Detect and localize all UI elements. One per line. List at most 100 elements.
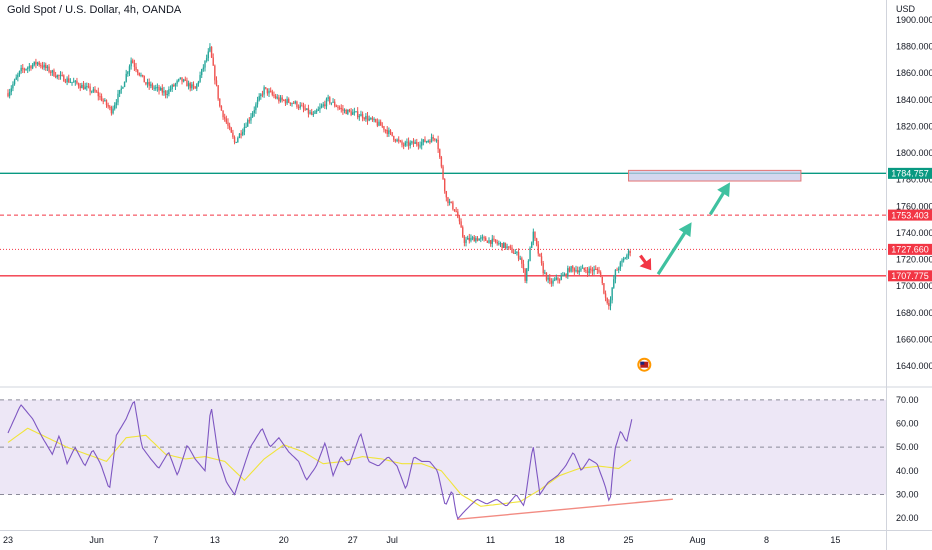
candle-body[interactable]: [375, 119, 377, 122]
candle-body[interactable]: [532, 231, 535, 243]
candle-body[interactable]: [327, 97, 329, 99]
candle-body[interactable]: [53, 70, 55, 77]
candle-body[interactable]: [544, 272, 546, 274]
candle-body[interactable]: [521, 258, 523, 264]
candle-body[interactable]: [466, 237, 469, 240]
candle-body[interactable]: [503, 242, 505, 248]
candle-body[interactable]: [20, 67, 22, 72]
candle-body[interactable]: [371, 117, 374, 120]
candle-body[interactable]: [182, 79, 185, 82]
candle-body[interactable]: [596, 268, 599, 270]
candle-body[interactable]: [471, 237, 474, 239]
candle-body[interactable]: [406, 141, 408, 143]
candle-body[interactable]: [476, 238, 479, 241]
candle-body[interactable]: [626, 255, 628, 259]
candle-body[interactable]: [71, 81, 73, 83]
candle-body[interactable]: [430, 137, 433, 143]
candle-body[interactable]: [311, 112, 313, 115]
rsi-divergence-line[interactable]: [457, 498, 673, 521]
candle-body[interactable]: [483, 237, 485, 239]
candle-body[interactable]: [82, 84, 85, 90]
candle-body[interactable]: [255, 104, 257, 111]
candle-body[interactable]: [143, 75, 145, 83]
candle-body[interactable]: [59, 74, 62, 76]
candle-body[interactable]: [416, 142, 418, 145]
candle-body[interactable]: [524, 269, 526, 281]
candle-body[interactable]: [230, 127, 232, 133]
candle-body[interactable]: [31, 64, 34, 69]
candle-body[interactable]: [322, 104, 324, 106]
candle-body[interactable]: [343, 110, 346, 112]
candle-body[interactable]: [609, 300, 612, 307]
candle-body[interactable]: [342, 108, 344, 111]
candle-body[interactable]: [616, 269, 618, 271]
candle-body[interactable]: [421, 142, 423, 146]
candle-body[interactable]: [107, 105, 109, 107]
candle-body[interactable]: [618, 268, 620, 270]
target-zone[interactable]: [628, 169, 802, 182]
candle-body[interactable]: [585, 270, 587, 272]
candle-body[interactable]: [475, 238, 477, 242]
candle-body[interactable]: [130, 60, 132, 67]
candle-body[interactable]: [442, 166, 444, 180]
candle-body[interactable]: [539, 253, 541, 257]
candle-body[interactable]: [388, 130, 390, 134]
candle-body[interactable]: [284, 100, 287, 104]
candle-body[interactable]: [242, 131, 244, 135]
candle-body[interactable]: [498, 243, 500, 245]
candle-body[interactable]: [325, 98, 328, 107]
candle-body[interactable]: [54, 76, 57, 78]
candle-body[interactable]: [228, 125, 231, 128]
candle-body[interactable]: [265, 87, 267, 89]
candle-body[interactable]: [407, 141, 410, 146]
candle-body[interactable]: [590, 268, 592, 270]
candle-body[interactable]: [425, 141, 428, 143]
candle-body[interactable]: [547, 277, 549, 280]
candle-body[interactable]: [22, 67, 24, 70]
candle-body[interactable]: [132, 60, 134, 64]
candle-body[interactable]: [86, 86, 88, 88]
candle-body[interactable]: [64, 81, 67, 83]
candle-body[interactable]: [214, 65, 216, 81]
candle-body[interactable]: [453, 209, 456, 212]
candle-body[interactable]: [122, 87, 124, 89]
candle-body[interactable]: [40, 64, 42, 66]
candle-body[interactable]: [99, 96, 101, 98]
candle-body[interactable]: [457, 211, 459, 218]
candle-body[interactable]: [68, 78, 70, 83]
candle-body[interactable]: [491, 238, 493, 244]
candle-body[interactable]: [128, 66, 131, 72]
candle-body[interactable]: [286, 99, 288, 104]
candle-body[interactable]: [158, 86, 160, 91]
candle-body[interactable]: [210, 46, 213, 58]
candle-body[interactable]: [373, 119, 375, 121]
candle-body[interactable]: [629, 251, 631, 253]
candle-body[interactable]: [511, 247, 513, 253]
candle-body[interactable]: [601, 277, 603, 284]
candle-body[interactable]: [549, 277, 551, 282]
candle-body[interactable]: [12, 84, 14, 89]
candle-body[interactable]: [320, 105, 323, 108]
candle-body[interactable]: [488, 240, 490, 243]
candle-body[interactable]: [205, 58, 208, 61]
candle-body[interactable]: [586, 271, 589, 274]
candle-body[interactable]: [95, 91, 98, 93]
candle-body[interactable]: [394, 139, 397, 142]
rsi-line[interactable]: [7, 400, 633, 520]
candle-body[interactable]: [201, 69, 203, 76]
candle-body[interactable]: [299, 105, 301, 108]
candle-body[interactable]: [358, 116, 361, 118]
candle-body[interactable]: [48, 66, 50, 72]
candle-body[interactable]: [432, 137, 434, 139]
candle-body[interactable]: [506, 246, 508, 248]
candle-body[interactable]: [13, 79, 16, 85]
candle-body[interactable]: [468, 237, 471, 241]
candle-body[interactable]: [550, 281, 553, 284]
candle-body[interactable]: [595, 268, 597, 270]
candle-body[interactable]: [450, 201, 452, 203]
candle-body[interactable]: [232, 132, 234, 138]
candle-body[interactable]: [603, 283, 605, 294]
candle-body[interactable]: [411, 141, 413, 143]
candle-body[interactable]: [621, 260, 623, 263]
